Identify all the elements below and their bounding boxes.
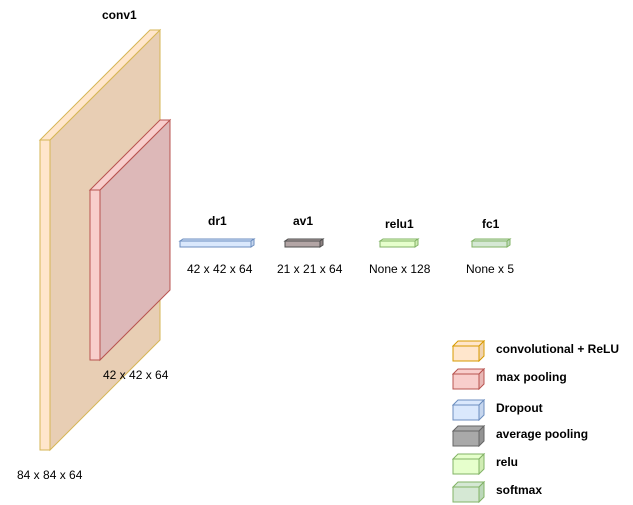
conv1-shape-label: 84 x 84 x 64 — [17, 468, 83, 482]
conv1-front-face — [39, 139, 51, 451]
relu1-front-face — [379, 240, 416, 248]
legend-item-avgpool: average pooling — [452, 425, 632, 447]
legend-label-softmax: softmax — [496, 483, 543, 497]
legend-label-avgpool: average pooling — [496, 427, 589, 441]
legend-item-maxpool: max pooling — [452, 368, 632, 390]
legend-item-softmax: softmax — [452, 481, 632, 503]
legend-label-conv: convolutional + ReLU — [496, 342, 620, 356]
legend-swatch-softmax — [452, 481, 486, 503]
relu1-block — [378, 238, 420, 248]
legend-item-conv: convolutional + ReLU — [452, 340, 632, 362]
fc1-name-label: fc1 — [482, 217, 500, 231]
pool1-front-face — [89, 189, 101, 361]
legend-swatch-relu — [452, 453, 486, 475]
legend-label-dropout: Dropout — [496, 401, 543, 415]
relu1-shape-label: None x 128 — [369, 262, 431, 276]
relu1-name-label: relu1 — [385, 217, 414, 231]
legend-swatch-dropout — [452, 399, 486, 421]
av1-name-label: av1 — [293, 214, 314, 228]
pool1-shape-label: 42 x 42 x 64 — [103, 368, 169, 382]
legend-item-dropout: Dropout — [452, 399, 632, 421]
dr1-name-label: dr1 — [208, 214, 227, 228]
fc1-block — [470, 238, 512, 248]
dr1-shape-label: 42 x 42 x 64 — [187, 262, 253, 276]
fc1-shape-label: None x 5 — [466, 262, 515, 276]
dr1-block — [178, 238, 256, 248]
legend-swatch-maxpool — [452, 368, 486, 390]
av1-shape-label: 21 x 21 x 64 — [277, 262, 343, 276]
fc1-front-face — [471, 240, 508, 248]
av1-block — [283, 238, 325, 248]
legend-item-relu: relu — [452, 453, 632, 475]
av1-front-face — [284, 240, 321, 248]
dr1-front-face — [179, 240, 252, 248]
legend-swatch-conv — [452, 340, 486, 362]
legend-label-maxpool: max pooling — [496, 370, 567, 384]
conv1-name-label: conv1 — [102, 8, 137, 22]
pool1-block — [88, 118, 172, 362]
legend-swatch-avgpool — [452, 425, 486, 447]
legend-label-relu: relu — [496, 455, 519, 469]
